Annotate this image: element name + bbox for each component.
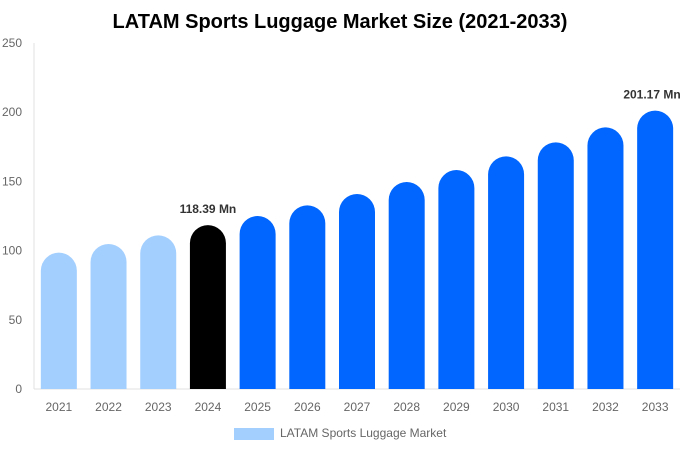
x-tick-label: 2030 (493, 400, 520, 414)
data-label: 118.39 Mn (180, 202, 237, 216)
bar-2024[interactable] (189, 225, 226, 389)
legend-swatch[interactable] (234, 428, 274, 440)
x-tick-label: 2028 (393, 400, 420, 414)
y-tick-label: 200 (2, 105, 22, 119)
bar-2022[interactable] (90, 243, 127, 389)
x-tick-label: 2029 (443, 400, 470, 414)
bar-2031[interactable] (537, 142, 574, 389)
x-tick-label: 2025 (244, 400, 271, 414)
bar-2029[interactable] (438, 170, 475, 389)
bar-2025[interactable] (239, 216, 276, 389)
bar-2028[interactable] (388, 181, 425, 389)
bar-2023[interactable] (140, 235, 177, 389)
x-tick-label: 2033 (642, 400, 669, 414)
bar-2026[interactable] (289, 205, 326, 389)
x-tick-label: 2032 (592, 400, 619, 414)
data-label: 201.17 Mn (623, 88, 680, 102)
chart-title: LATAM Sports Luggage Market Size (2021-2… (113, 11, 568, 33)
bar-2030[interactable] (488, 156, 525, 389)
y-tick-label: 150 (2, 174, 22, 188)
x-tick-label: 2026 (294, 400, 321, 414)
y-tick-label: 100 (2, 244, 22, 258)
bar-2027[interactable] (339, 193, 375, 389)
x-tick-label: 2031 (542, 400, 569, 414)
x-tick-label: 2021 (45, 400, 72, 414)
y-tick-label: 0 (15, 382, 22, 396)
x-tick-label: 2027 (344, 400, 371, 414)
bar-2033[interactable] (637, 110, 674, 389)
y-tick-label: 50 (9, 313, 23, 327)
y-tick-label: 250 (2, 36, 22, 50)
x-tick-label: 2024 (195, 400, 222, 414)
bar-2021[interactable] (40, 252, 77, 389)
bar-2032[interactable] (587, 127, 624, 389)
x-tick-label: 2022 (95, 400, 122, 414)
legend-label[interactable]: LATAM Sports Luggage Market (280, 426, 447, 440)
x-tick-label: 2023 (145, 400, 172, 414)
